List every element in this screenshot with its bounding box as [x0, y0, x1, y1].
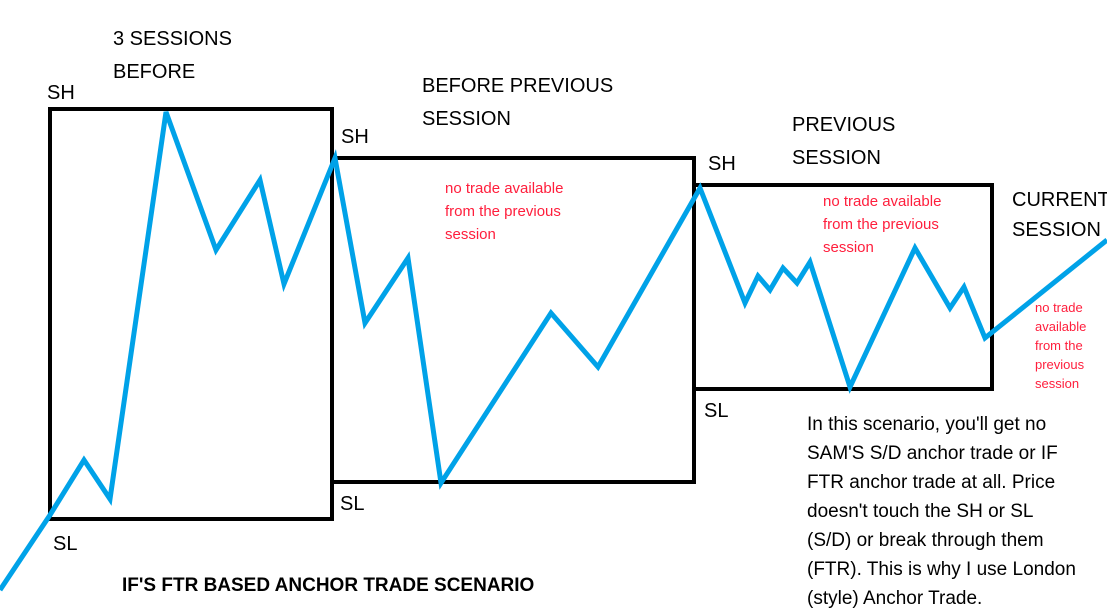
diagram-title: IF'S FTR BASED ANCHOR TRADE SCENARIO	[122, 575, 534, 596]
swing-high-label: SH	[341, 126, 369, 148]
session-name-previous-line2: SESSION	[792, 147, 881, 169]
no-trade-note-line: session	[823, 239, 874, 256]
no-trade-note-line: from the	[1035, 338, 1083, 353]
no-trade-note-line: from the previous	[445, 203, 561, 220]
no-trade-note-line: no trade available	[445, 180, 563, 197]
session-name-previous-line1: PREVIOUS	[792, 114, 895, 136]
explanation-line: (style) Anchor Trade.	[807, 588, 982, 609]
swing-high-label: SH	[47, 82, 75, 104]
session-box-previous	[692, 183, 994, 391]
no-trade-note-line: available	[1035, 319, 1086, 334]
session-name-3-before-line1: 3 SESSIONS	[113, 28, 232, 50]
explanation-line: doesn't touch the SH or SL	[807, 501, 1034, 522]
no-trade-note-line: from the previous	[823, 216, 939, 233]
no-trade-note-line: previous	[1035, 357, 1085, 372]
swing-low-label: SL	[704, 400, 728, 422]
no-trade-note-line: no trade	[1035, 300, 1083, 315]
no-trade-note-line: session	[445, 226, 496, 243]
swing-low-label: SL	[53, 533, 77, 555]
session-name-current-line2: SESSION	[1012, 219, 1101, 241]
session-name-current-line1: CURRENT	[1012, 189, 1107, 211]
session-name-before-previous-line2: SESSION	[422, 108, 511, 130]
no-trade-note-line: session	[1035, 376, 1079, 391]
explanation-line: (FTR). This is why I use London	[807, 559, 1076, 580]
swing-high-label: SH	[708, 153, 736, 175]
session-name-3-before-line2: BEFORE	[113, 61, 195, 83]
session-name-before-previous-line1: BEFORE PREVIOUS	[422, 75, 613, 97]
explanation-line: In this scenario, you'll get no	[807, 414, 1046, 435]
explanation-line: SAM'S S/D anchor trade or IF	[807, 443, 1058, 464]
swing-low-label: SL	[340, 493, 364, 515]
price-path-line	[0, 111, 1107, 592]
session-box-3-before	[48, 107, 334, 521]
explanation-line: (S/D) or break through them	[807, 530, 1044, 551]
no-trade-note-line: no trade available	[823, 193, 941, 210]
explanation-line: FTR anchor trade at all. Price	[807, 472, 1055, 493]
